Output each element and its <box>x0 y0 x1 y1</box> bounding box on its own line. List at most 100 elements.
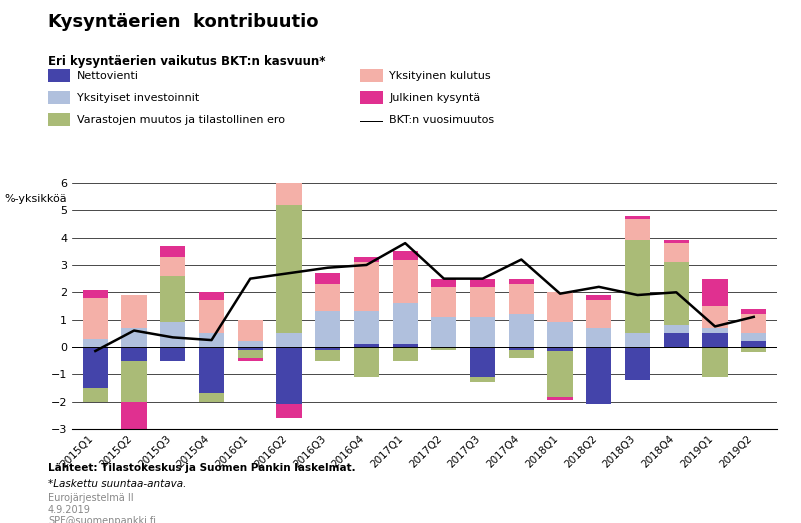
Text: Yksityinen kulutus: Yksityinen kulutus <box>389 71 491 81</box>
Bar <box>83 347 108 388</box>
Bar <box>160 257 185 276</box>
Text: 4.9.2019: 4.9.2019 <box>48 505 91 515</box>
Bar <box>160 276 185 322</box>
Text: Kysyntäerien  kontribuutio: Kysyntäerien kontribuutio <box>48 13 319 31</box>
Bar <box>199 301 224 333</box>
Bar <box>431 287 457 317</box>
Bar <box>664 325 689 333</box>
Bar <box>702 279 727 306</box>
Bar <box>392 259 418 303</box>
Bar <box>741 342 767 347</box>
Bar <box>509 314 534 347</box>
Bar <box>315 284 340 311</box>
Bar <box>586 295 611 301</box>
Text: SPF@suomenpankki.fi: SPF@suomenpankki.fi <box>48 516 156 523</box>
Bar <box>664 241 689 243</box>
Bar <box>392 344 418 347</box>
Text: Varastojen muutos ja tilastollinen ero: Varastojen muutos ja tilastollinen ero <box>77 115 285 125</box>
Bar <box>470 377 495 382</box>
Bar <box>199 333 224 347</box>
Bar <box>625 219 650 241</box>
Bar <box>199 393 224 402</box>
Text: Eurojärjestelmä II: Eurojärjestelmä II <box>48 493 134 503</box>
Bar <box>83 388 108 402</box>
Bar <box>122 347 147 360</box>
Bar <box>276 333 301 347</box>
Bar <box>199 347 224 393</box>
Bar <box>664 243 689 262</box>
Bar <box>315 311 340 347</box>
Text: BKT:n vuosimuutos: BKT:n vuosimuutos <box>389 115 494 125</box>
Bar <box>548 347 573 351</box>
Bar <box>548 351 573 397</box>
Bar <box>741 314 767 333</box>
Bar <box>741 309 767 314</box>
Bar <box>122 328 147 347</box>
Bar <box>625 347 650 380</box>
Bar <box>238 347 263 350</box>
Bar <box>509 350 534 358</box>
Bar <box>664 262 689 325</box>
Bar <box>238 350 263 358</box>
Bar <box>122 295 147 328</box>
Bar <box>702 328 727 333</box>
Bar <box>83 339 108 347</box>
Bar <box>276 205 301 333</box>
Bar <box>238 358 263 360</box>
Bar <box>702 347 727 377</box>
Bar <box>664 333 689 347</box>
Bar <box>122 360 147 402</box>
Bar <box>354 262 379 311</box>
Bar <box>548 397 573 400</box>
Bar <box>702 306 727 328</box>
Bar <box>122 402 147 434</box>
Bar <box>354 344 379 347</box>
Bar <box>83 298 108 339</box>
Bar <box>586 347 611 404</box>
Bar <box>315 347 340 350</box>
Bar <box>160 347 185 360</box>
Bar <box>83 290 108 298</box>
Bar <box>509 279 534 284</box>
Bar <box>392 347 418 360</box>
Bar <box>276 347 301 404</box>
Bar <box>548 292 573 322</box>
Bar <box>470 347 495 377</box>
Bar <box>625 216 650 219</box>
Bar <box>315 350 340 360</box>
Bar <box>354 347 379 377</box>
Bar <box>392 303 418 344</box>
Bar <box>431 347 457 350</box>
Bar <box>238 342 263 347</box>
Bar <box>276 183 301 205</box>
Bar <box>470 317 495 347</box>
Text: Eri kysyntäerien vaikutus BKT:n kasvuun*: Eri kysyntäerien vaikutus BKT:n kasvuun* <box>48 55 325 68</box>
Bar <box>315 273 340 284</box>
Bar <box>470 287 495 317</box>
Bar <box>548 322 573 347</box>
Bar <box>431 279 457 287</box>
Bar <box>702 333 727 347</box>
Bar <box>160 246 185 257</box>
Bar <box>392 252 418 259</box>
Text: *Laskettu suuntaa-antava.: *Laskettu suuntaa-antava. <box>48 479 187 488</box>
Bar <box>625 241 650 333</box>
Bar <box>509 347 534 350</box>
Bar <box>470 279 495 287</box>
Text: %-yksikköä: %-yksikköä <box>4 194 66 204</box>
Bar <box>741 333 767 342</box>
Text: Lähteet: Tilastokeskus ja Suomen Pankin laskelmat.: Lähteet: Tilastokeskus ja Suomen Pankin … <box>48 463 356 473</box>
Bar <box>354 257 379 262</box>
Bar <box>238 320 263 342</box>
Bar <box>199 292 224 301</box>
Bar <box>276 404 301 418</box>
Bar <box>741 347 767 353</box>
Text: Yksityiset investoinnit: Yksityiset investoinnit <box>77 93 199 103</box>
Bar <box>509 284 534 314</box>
Text: Julkinen kysyntä: Julkinen kysyntä <box>389 93 481 103</box>
Bar <box>160 322 185 347</box>
Bar <box>354 311 379 344</box>
Bar <box>625 333 650 347</box>
Bar <box>586 328 611 347</box>
Text: Nettovienti: Nettovienti <box>77 71 139 81</box>
